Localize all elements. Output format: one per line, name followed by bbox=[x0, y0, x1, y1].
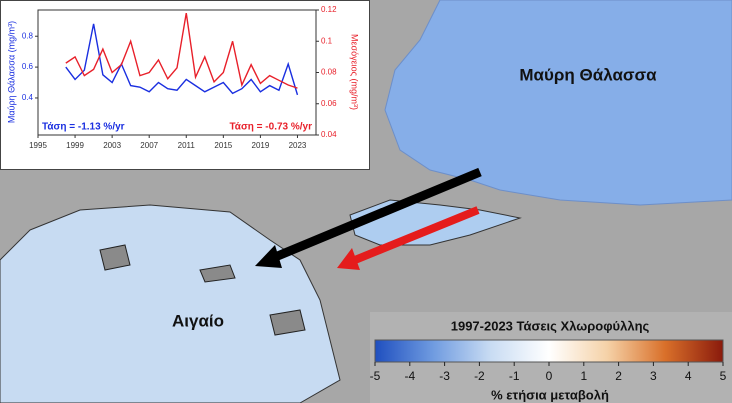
colorbar-tick-label: 5 bbox=[720, 369, 727, 383]
black-sea bbox=[384, 0, 732, 206]
colorbar-tick-label: -2 bbox=[474, 369, 485, 383]
island bbox=[199, 264, 236, 283]
colorbar-tick-label: -4 bbox=[404, 369, 415, 383]
island bbox=[99, 244, 131, 271]
aegean bbox=[0, 204, 341, 403]
x-tick-label: 2003 bbox=[103, 141, 121, 150]
colorbar-tick-label: 0 bbox=[546, 369, 553, 383]
arrow-red bbox=[348, 206, 480, 266]
series-line bbox=[65, 13, 298, 89]
trend-label: Τάση = -1.13 %/yr bbox=[42, 122, 125, 133]
marmara bbox=[349, 199, 522, 246]
map-label: Μαύρη Θάλασσα bbox=[519, 65, 657, 84]
island bbox=[269, 309, 306, 336]
y2-tick-label: 0.12 bbox=[321, 5, 337, 14]
colorbar-tick-label: -5 bbox=[370, 369, 381, 383]
colorbar-tick-label: 1 bbox=[580, 369, 587, 383]
x-tick-label: 2011 bbox=[178, 141, 196, 150]
colorbar-tick-label: 3 bbox=[650, 369, 657, 383]
inset-chart: Μαύρη Θάλασσα (mg/m³) Μεσόγειος (mg/m³) … bbox=[0, 0, 370, 170]
x-tick-label: 1995 bbox=[29, 141, 47, 150]
colorbar-label: % ετήσια μεταβολή bbox=[491, 387, 609, 402]
y2-tick-label: 0.1 bbox=[321, 36, 333, 45]
colorbar-tick-label: -3 bbox=[439, 369, 450, 383]
y-tick-label: 0.4 bbox=[22, 93, 34, 102]
inset-border bbox=[0, 0, 370, 170]
x-tick-label: 2019 bbox=[252, 141, 270, 150]
y-tick-label: 0.8 bbox=[22, 31, 34, 40]
colorbar bbox=[374, 339, 724, 363]
y2-axis-label: Μεσόγειος (mg/m³) bbox=[350, 34, 360, 110]
arrowhead-red bbox=[337, 248, 360, 270]
series-line bbox=[65, 23, 299, 96]
x-tick-label: 2023 bbox=[289, 141, 307, 150]
colorbar-title: 1997-2023 Τάσεις Χλωροφύλλης bbox=[451, 318, 650, 333]
x-tick-label: 2007 bbox=[140, 141, 158, 150]
x-tick-label: 1999 bbox=[66, 141, 84, 150]
y2-tick-label: 0.08 bbox=[321, 68, 337, 77]
y-tick-label: 0.6 bbox=[22, 62, 34, 71]
map-label: Αιγαίο bbox=[172, 311, 224, 330]
arrow-black bbox=[266, 167, 482, 265]
y2-tick-label: 0.04 bbox=[321, 130, 337, 139]
arrowhead-black bbox=[255, 245, 282, 268]
x-tick-label: 2015 bbox=[214, 141, 232, 150]
colorbar-tick-label: 2 bbox=[615, 369, 622, 383]
y-axis-label: Μαύρη Θάλασσα (mg/m³) bbox=[6, 21, 16, 123]
y2-tick-label: 0.06 bbox=[321, 99, 337, 108]
trend-label: Τάση = -0.73 %/yr bbox=[229, 122, 312, 133]
colorbar-tick-label: -1 bbox=[509, 369, 520, 383]
colorbar-tick-label: 4 bbox=[685, 369, 692, 383]
plot-frame bbox=[37, 9, 317, 136]
